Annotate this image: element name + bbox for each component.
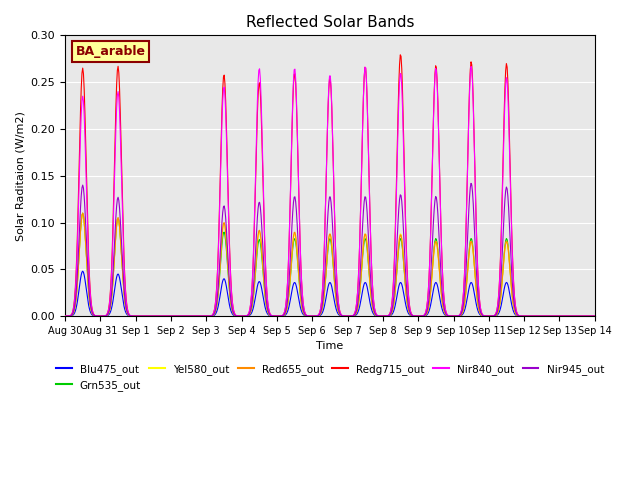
Text: BA_arable: BA_arable — [76, 45, 146, 58]
Title: Reflected Solar Bands: Reflected Solar Bands — [246, 15, 414, 30]
Y-axis label: Solar Raditaion (W/m2): Solar Raditaion (W/m2) — [15, 111, 25, 240]
X-axis label: Time: Time — [316, 341, 344, 351]
Legend: Blu475_out, Grn535_out, Yel580_out, Red655_out, Redg715_out, Nir840_out, Nir945_: Blu475_out, Grn535_out, Yel580_out, Red6… — [52, 360, 608, 395]
